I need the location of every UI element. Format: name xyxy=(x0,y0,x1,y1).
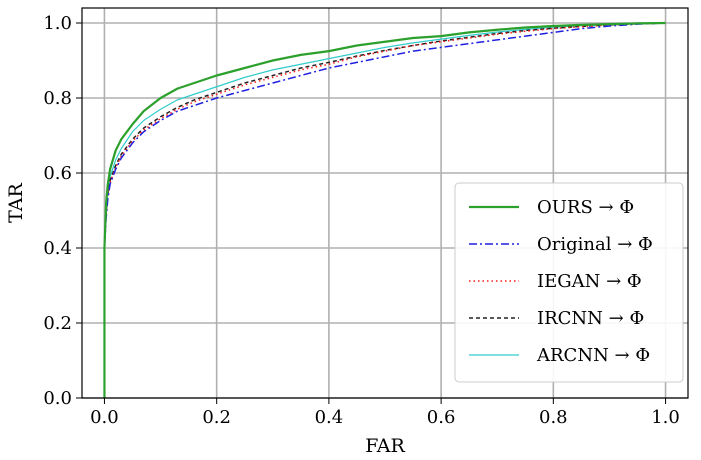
grid-lines xyxy=(82,8,688,399)
x-tick-label: 0.2 xyxy=(202,407,231,428)
axis-ticks: 0.0 0.2 0.4 0.6 0.8 1.0 0.0 0.2 0.4 0.6 0.8 1.0 xyxy=(43,13,680,428)
series-layer xyxy=(103,21,666,398)
x-axis-label: FAR xyxy=(365,435,405,457)
legend-label: IRCNN → Φ xyxy=(537,308,644,329)
x-tick-label: 1.0 xyxy=(651,407,680,428)
y-tick-label: 0.0 xyxy=(43,388,72,409)
series-line xyxy=(103,22,666,398)
x-tick-label: 0.6 xyxy=(427,407,456,428)
x-tick-label: 0.4 xyxy=(315,407,344,428)
legend-box xyxy=(454,182,684,383)
y-tick-label: 0.6 xyxy=(43,163,72,184)
series-line xyxy=(103,21,666,398)
x-tick-label: 0.8 xyxy=(539,407,568,428)
y-tick-label: 0.4 xyxy=(43,238,72,259)
series-line xyxy=(103,22,666,398)
plot-frame xyxy=(81,7,689,399)
series-line xyxy=(103,22,666,398)
legend-label: IEGAN → Φ xyxy=(537,271,642,292)
y-axis-label: TAR xyxy=(5,182,27,222)
legend-label: Original → Φ xyxy=(537,234,653,255)
x-tick-label: 0.0 xyxy=(90,407,119,428)
legend-label: OURS → Φ xyxy=(537,197,634,218)
series-line xyxy=(103,22,666,398)
legend-label: ARCNN → Φ xyxy=(536,345,650,366)
legend: OURS → Φ Original → Φ IEGAN → Φ IRCNN → Φ AR… xyxy=(454,182,684,383)
y-tick-label: 0.2 xyxy=(43,313,72,334)
y-tick-label: 0.8 xyxy=(43,88,72,109)
y-tick-label: 1.0 xyxy=(43,13,72,34)
